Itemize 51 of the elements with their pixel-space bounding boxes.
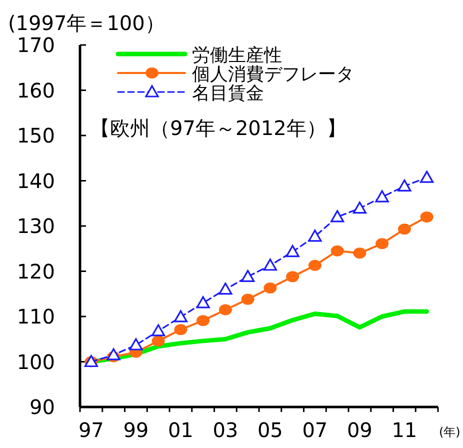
point [129,338,143,350]
y-tick-label: 120 [16,259,55,284]
point [286,244,300,258]
x-tick-label: 01 [168,418,194,442]
y-tick-label: 110 [16,304,55,328]
y-tick-label: 90 [30,395,55,419]
point [106,348,120,360]
point [174,324,188,336]
y-tick-label: 160 [16,78,55,102]
y-tick-label: 170 [16,33,55,57]
point [308,230,322,242]
point [263,258,277,271]
y-tick-label: 130 [16,214,55,238]
x-axis-title: (年) [439,425,460,439]
point [241,294,254,305]
point [174,310,188,322]
point [376,238,389,250]
point [218,304,232,316]
legend-label: 労働生産性 [192,45,282,66]
y-tick-label: 150 [16,124,55,148]
point [308,260,322,271]
point [420,211,434,222]
point [196,296,210,308]
point [375,190,389,202]
x-tick-label: 05 [257,418,283,442]
x-tick-label: 07 [302,418,328,442]
x-tick-label: 03 [212,418,238,442]
point [196,315,210,326]
x-tick-label: 09 [346,418,372,442]
point [420,170,434,183]
point [241,270,255,282]
point [352,202,366,214]
point [330,210,344,222]
point [398,224,411,235]
point [353,248,366,259]
legend-label: 名目賃金 [192,83,264,104]
point [398,179,412,192]
legend-label: 個人消費デフレータ [192,64,354,85]
point [330,245,344,256]
y-tick-label: 140 [16,168,55,193]
point [152,335,165,346]
y-tick-label: 100 [16,350,55,374]
text: 【欧州（97年～2012年）】 [90,116,346,140]
x-tick-label: 11 [392,418,418,442]
y-axis-title: (1997年＝100） [8,11,165,35]
x-tick-label: 99 [123,418,149,442]
point [286,271,300,282]
point [264,282,277,294]
point [218,282,232,295]
x-tick-label: 97 [78,418,104,442]
point [152,324,166,336]
